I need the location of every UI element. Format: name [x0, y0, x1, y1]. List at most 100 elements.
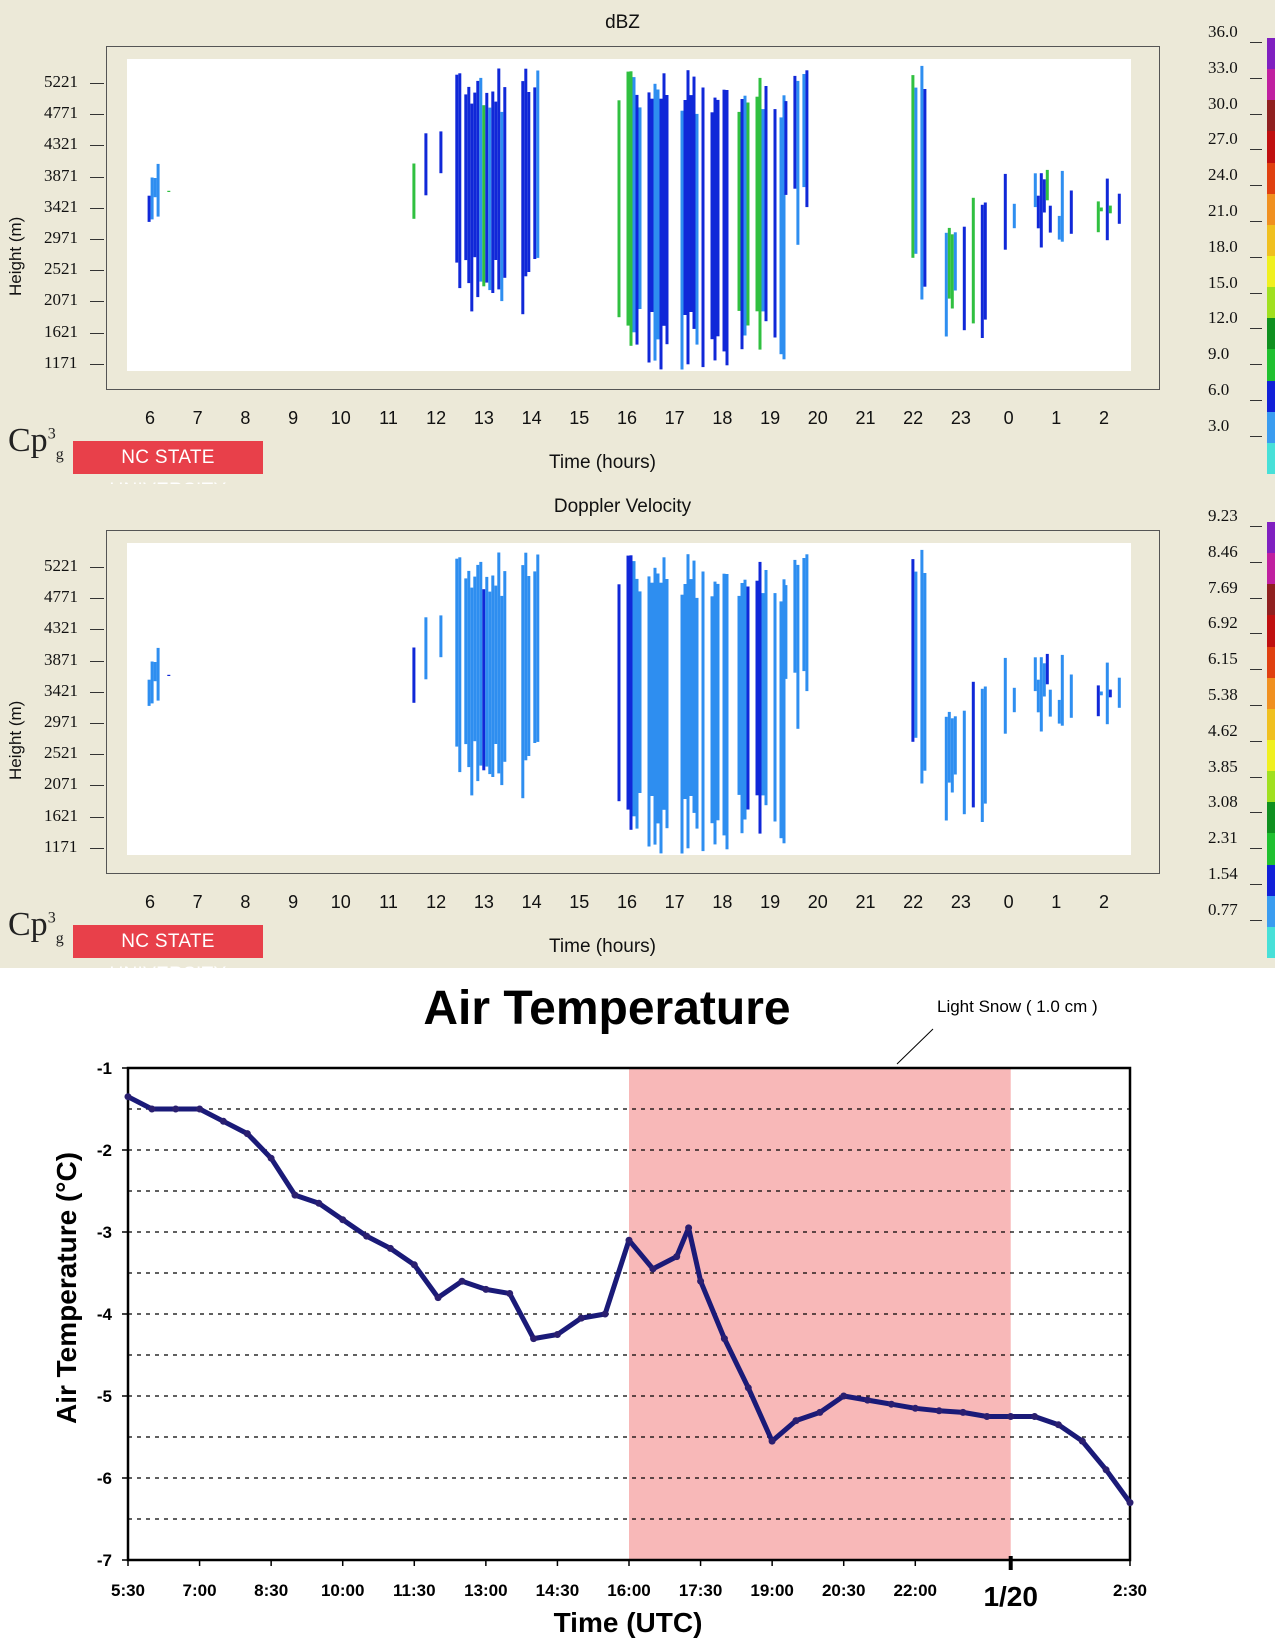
x-tick-label: 7 — [192, 408, 203, 428]
temperature-point — [768, 1437, 776, 1445]
y-tick-label: 3871 — [44, 649, 78, 669]
radar-echo — [740, 583, 744, 834]
temperature-point — [219, 1117, 227, 1125]
colorbar-label: 8.46 — [1208, 541, 1238, 561]
colorbar-segment — [1267, 615, 1275, 647]
colorbar-tick — [1250, 113, 1262, 115]
radar-echo — [758, 77, 762, 350]
annotation-leader — [896, 1028, 934, 1065]
radar-echo — [950, 718, 954, 793]
temperature-point — [291, 1191, 299, 1199]
radar-echo — [953, 232, 957, 291]
radar-echo — [1036, 195, 1040, 229]
x-tick-label: 0 — [1003, 892, 1014, 912]
radar-echo — [650, 582, 654, 796]
y-tick-mark — [90, 598, 104, 600]
temperature-point — [911, 1404, 919, 1412]
y-tick-label: 2521 — [44, 259, 78, 279]
radar-echo — [920, 65, 924, 300]
radar-echo — [524, 552, 528, 761]
x-tick-label: 9 — [288, 408, 299, 428]
radar-echo — [761, 109, 765, 312]
radar-echo — [470, 587, 474, 796]
temperature-point — [840, 1392, 848, 1400]
radar-echo — [950, 234, 954, 309]
y-tick-mark — [90, 847, 104, 849]
radar-echo — [147, 679, 151, 706]
y-tick-label: 5221 — [44, 72, 78, 91]
y-tick-mark — [90, 754, 104, 756]
x-tick-label: 19:00 — [750, 1581, 793, 1600]
colorbar-tick — [1250, 812, 1262, 814]
radar-echo — [638, 591, 642, 793]
colorbar-tick — [1250, 185, 1262, 187]
radar-echo — [692, 76, 696, 329]
colorbar-segment — [1267, 926, 1275, 958]
temperature-point — [816, 1408, 824, 1416]
radar-echo — [467, 86, 471, 284]
y-tick-label: -5 — [97, 1387, 112, 1406]
panel-title: Doppler Velocity — [553, 496, 692, 517]
radar-echo — [1108, 205, 1112, 214]
radar-echo — [662, 557, 666, 810]
x-tick-label: 7 — [192, 892, 203, 912]
colorbar-label: 7.69 — [1208, 577, 1238, 597]
radar-echo — [1033, 657, 1037, 692]
y-tick-label: -4 — [97, 1305, 113, 1324]
radar-echo — [412, 163, 416, 219]
radar-echo — [773, 109, 777, 338]
radar-echo — [412, 647, 416, 703]
radar-echo — [656, 89, 660, 340]
x-tick-label: 21 — [855, 892, 876, 912]
radar-echo — [488, 591, 492, 775]
temperature-point — [1102, 1466, 1110, 1474]
temperature-point — [792, 1417, 800, 1425]
y-tick-mark — [90, 691, 104, 693]
x-tick-label: 16 — [616, 408, 638, 428]
radar-echo — [491, 91, 495, 293]
x-tick-label: 2:30 — [1113, 1581, 1147, 1600]
colorbar-label: 36.0 — [1208, 22, 1238, 41]
radar-echo — [458, 73, 462, 289]
colorbar-tick — [1250, 221, 1262, 222]
colorbar-segment — [1267, 318, 1275, 350]
radar-echo — [793, 559, 797, 673]
radar-echo — [1060, 170, 1064, 242]
x-tick-label: 5:30 — [111, 1581, 145, 1600]
radar-echo — [647, 92, 651, 363]
radar-echo — [805, 70, 809, 208]
y-tick-mark — [90, 567, 104, 568]
colorbar-segment — [1267, 256, 1275, 288]
colorbar-label: 4.62 — [1208, 720, 1238, 740]
dbz-panel: dBZ Height (m) 5221 4771 4321 3871 3421 2971 2… — [0, 0, 1275, 501]
colorbar-label: 3.85 — [1208, 756, 1238, 776]
radar-echo — [1099, 691, 1103, 696]
radar-echo — [482, 589, 486, 771]
colorbar-tick — [1250, 364, 1262, 366]
radar-echo — [1069, 674, 1073, 718]
y-tick-mark — [90, 723, 104, 724]
radar-echo — [689, 95, 693, 312]
radar-echo — [722, 573, 726, 836]
x-tick-label: 15 — [569, 408, 590, 428]
y-tick-label: 4321 — [44, 618, 78, 638]
radar-echo — [784, 585, 788, 679]
radar-echo — [494, 585, 498, 744]
colorbar-tick — [1250, 919, 1262, 921]
x-tick-label: 11 — [379, 892, 398, 912]
radar-echo — [150, 661, 154, 704]
temperature-point — [625, 1236, 633, 1244]
radar-echo — [500, 111, 504, 302]
colorbar-tick — [1250, 705, 1262, 706]
y-axis-label: Air Temperature (°C) — [51, 1152, 82, 1424]
radar-echo — [156, 647, 160, 701]
radar-echo — [695, 597, 699, 829]
radar-echo — [914, 571, 918, 738]
radar-echo — [944, 716, 948, 821]
radar-echo — [464, 94, 468, 261]
radar-echo — [779, 601, 783, 839]
y-tick-label: -1 — [97, 1059, 112, 1078]
y-tick-label: 1171 — [44, 836, 78, 856]
y-tick-mark — [90, 332, 104, 334]
x-tick-label: 21 — [855, 408, 876, 428]
